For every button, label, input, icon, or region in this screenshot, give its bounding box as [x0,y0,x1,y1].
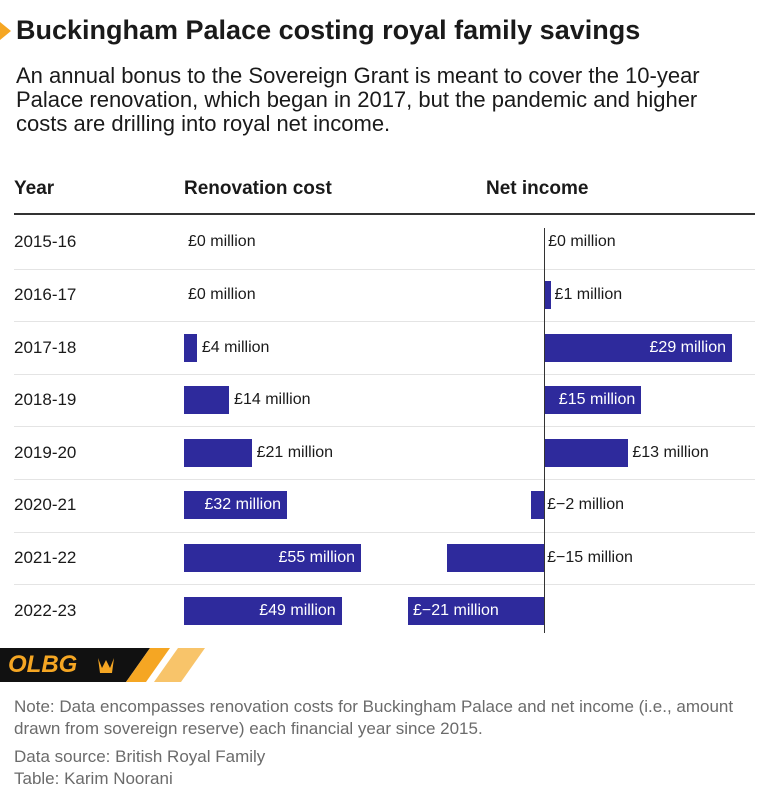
subtitle: An annual bonus to the Sovereign Grant i… [16,63,700,136]
net-income-bar [531,491,545,520]
renovation-bar [184,596,342,625]
net-income-label: £−21 million [413,601,499,619]
zero-axis [544,228,546,633]
renovation-label: £4 million [201,338,270,356]
row-rule [14,531,755,533]
renovation-bar [184,438,252,467]
credit: Table: Karim Noorani [14,769,173,788]
column-header: Net income [486,178,589,199]
year: 2018-19 [14,390,77,410]
year: 2022-23 [14,600,77,620]
year: 2021-22 [14,547,77,567]
header-rule [14,213,755,215]
row-rule [14,321,755,323]
logo-text: OLBG [8,651,78,678]
source: Data source: British Royal Family [14,747,266,766]
row-rule [14,479,755,480]
column-header: Renovation cost [184,178,332,199]
renovation-bar [184,491,287,520]
logo: OLBG [0,648,205,682]
net-income-label: £13 million [632,443,709,461]
net-income-bar [544,438,629,467]
renovation-label: £49 million [259,601,336,619]
renovation-bar [184,333,197,362]
year: 2019-20 [14,442,77,462]
column-header: Year [14,178,55,199]
logo-graphic [0,648,205,682]
renovation-label: £55 million [278,548,355,566]
renovation-label: £0 million [188,285,256,303]
renovation-label: £21 million [256,443,334,461]
year: 2016-17 [14,284,77,304]
net-income-label: £29 million [649,338,726,356]
row-rule [14,426,755,428]
net-income-bar [544,280,551,309]
row-rule [14,584,755,586]
net-income-label: £1 million [554,285,623,303]
net-income-bar [544,333,732,362]
title: Buckingham Palace costing royal family s… [16,15,641,45]
renovation-label: £0 million [188,233,256,251]
year: 2017-18 [14,337,77,357]
note: Note: Data encompasses renovation costs … [14,697,734,738]
renovation-bar [184,543,361,572]
year: 2015-16 [14,232,77,252]
net-income-bar [544,386,642,415]
net-income-label: £15 million [558,391,636,409]
renovation-label: £14 million [234,391,311,409]
net-income-bar [446,543,545,572]
net-income-label: £−2 million [547,496,625,514]
row-rule [14,373,755,375]
title-marker [0,22,11,40]
row-rule [14,268,755,270]
renovation-bar [184,386,230,415]
net-income-label: £−15 million [547,548,633,566]
renovation-label: £32 million [204,496,281,514]
year: 2020-21 [14,495,77,515]
net-income-bar [408,596,545,625]
net-income-label: £0 million [548,233,616,251]
